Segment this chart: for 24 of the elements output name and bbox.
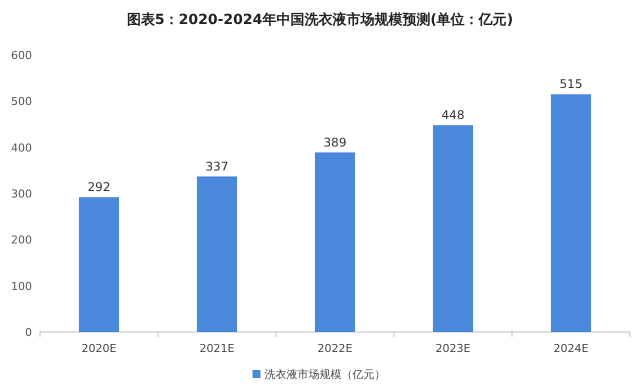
x-tick-label: 2022E [318,342,353,355]
y-tick-label: 0 [25,326,32,339]
y-tick-label: 600 [11,49,32,62]
bar [78,197,120,332]
y-tick-label: 300 [11,188,32,200]
x-tick-label: 2020E [82,342,117,355]
data-label: 337 [206,159,228,174]
y-tick-label: 200 [11,234,32,247]
y-tick-label: 100 [11,280,32,293]
x-tick-label: 2021E [200,342,235,355]
bar [432,125,474,332]
x-tick-label: 2023E [436,342,471,355]
data-label: 448 [442,108,464,122]
legend-label: 洗衣液市场规模（亿元） [264,368,386,381]
x-tick-label: 2024E [554,342,589,355]
y-tick-label: 500 [11,95,32,108]
data-label: 292 [88,180,110,194]
data-label: 389 [324,135,346,150]
chart-title: 图表5：2020-2024年中国洗衣液市场规模预测(单位：亿元) [126,11,514,28]
y-tick-label: 400 [11,141,32,154]
bar [550,94,592,332]
data-label: 515 [560,77,582,92]
bar [196,176,238,332]
bar [314,152,356,332]
